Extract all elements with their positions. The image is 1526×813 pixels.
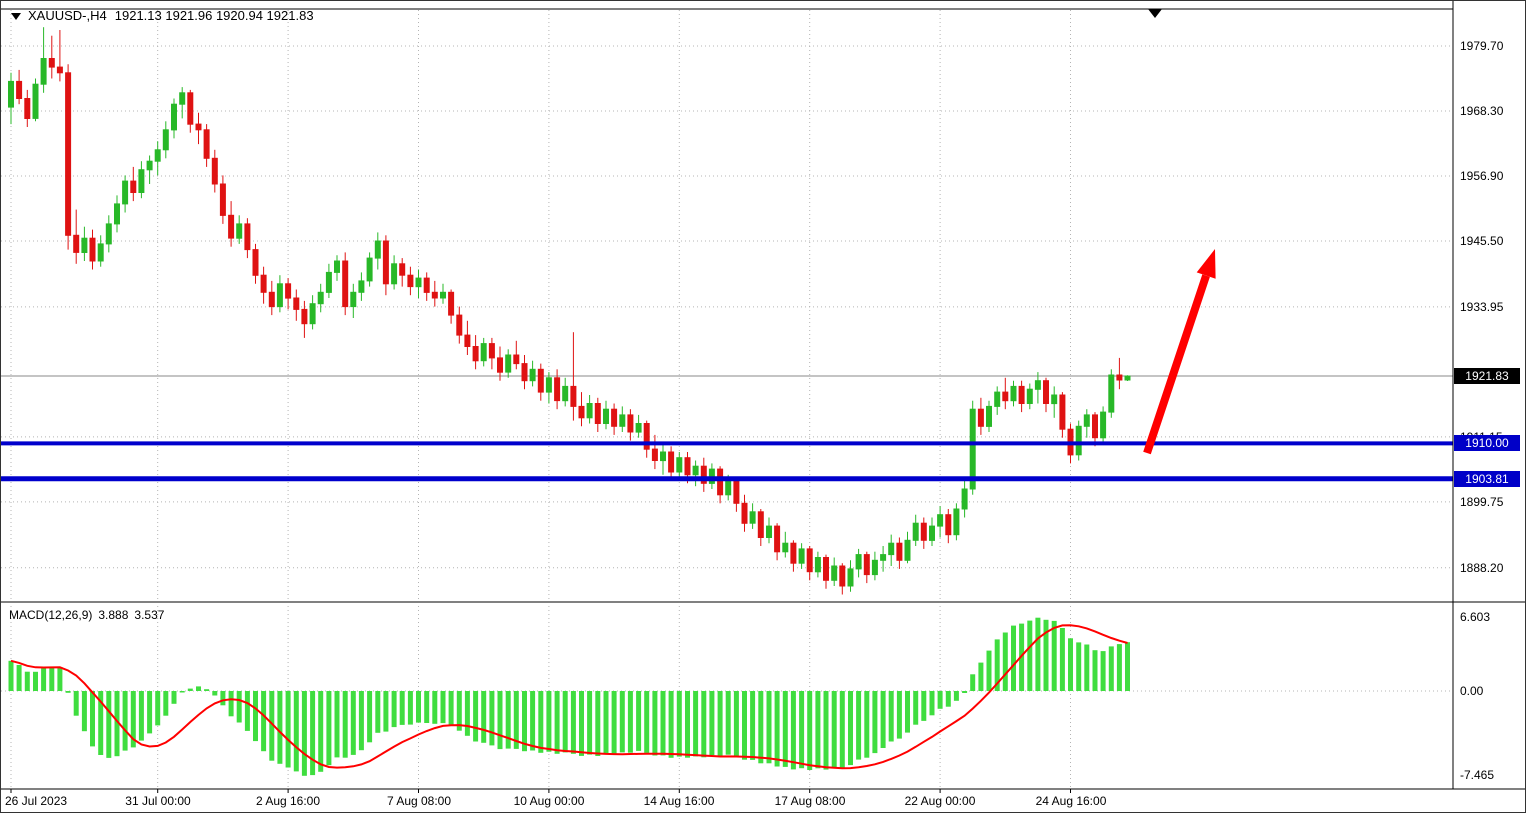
indicator-label: MACD(12,26,9) 3.888 3.537 bbox=[9, 608, 170, 622]
time-tick-label: 2 Aug 16:00 bbox=[255, 794, 321, 808]
price-tick-label: 1956.90 bbox=[1460, 169, 1504, 183]
candles bbox=[8, 27, 1131, 595]
price-tick-label: 1899.75 bbox=[1460, 495, 1504, 509]
chart-shift-marker-icon[interactable] bbox=[1148, 9, 1162, 18]
time-tick-label: 14 Aug 16:00 bbox=[643, 794, 715, 808]
level-price-badge: 1910.00 bbox=[1454, 435, 1520, 451]
trend-arrow[interactable] bbox=[1143, 249, 1216, 455]
symbol-header: XAUUSD-,H4 1921.13 1921.96 1920.94 1921.8… bbox=[11, 8, 314, 23]
level-price-badge: 1903.81 bbox=[1454, 471, 1520, 487]
macd-signal-line bbox=[10, 624, 1128, 770]
time-tick-label: 31 Jul 00:00 bbox=[125, 794, 191, 808]
price-tick-label: 1945.50 bbox=[1460, 234, 1504, 248]
price-tick-label: 1933.95 bbox=[1460, 300, 1504, 314]
time-tick-label: 22 Aug 00:00 bbox=[904, 794, 976, 808]
price-tick-label: 1888.20 bbox=[1460, 561, 1504, 575]
macd-tick-label: 0.00 bbox=[1460, 684, 1484, 698]
time-tick-label: 7 Aug 08:00 bbox=[386, 794, 452, 808]
macd-histogram bbox=[8, 617, 1130, 776]
symbol-timeframe-label: XAUUSD-,H4 bbox=[28, 8, 107, 23]
price-axis[interactable]: 1979.701968.301956.901945.501933.951911.… bbox=[1453, 1, 1525, 789]
price-tick-label: 1968.30 bbox=[1460, 104, 1504, 118]
indicator-main-value: 3.888 bbox=[98, 608, 129, 622]
macd-tick-label: 6.603 bbox=[1460, 610, 1491, 624]
macd-tick-label: -7.465 bbox=[1460, 768, 1495, 782]
time-tick-label: 17 Aug 08:00 bbox=[774, 794, 846, 808]
time-tick-label: 24 Aug 16:00 bbox=[1035, 794, 1107, 808]
time-tick-label: 10 Aug 00:00 bbox=[513, 794, 585, 808]
macd-axis[interactable]: 6.603 0.00 -7.465 bbox=[1453, 605, 1525, 789]
indicator-name: MACD(12,26,9) bbox=[9, 608, 93, 622]
indicator-signal-value: 3.537 bbox=[134, 608, 165, 622]
symbol-dropdown-icon[interactable] bbox=[11, 13, 21, 20]
current-price-badge: 1921.83 bbox=[1454, 368, 1520, 384]
ohlc-values: 1921.13 1921.96 1920.94 1921.83 bbox=[114, 8, 314, 23]
time-tick-label: 26 Jul 2023 bbox=[5, 794, 68, 808]
price-tick-label: 1979.70 bbox=[1460, 39, 1504, 53]
time-axis[interactable]: 26 Jul 2023 31 Jul 00:00 2 Aug 16:00 7 Aug … bbox=[1, 791, 1453, 812]
